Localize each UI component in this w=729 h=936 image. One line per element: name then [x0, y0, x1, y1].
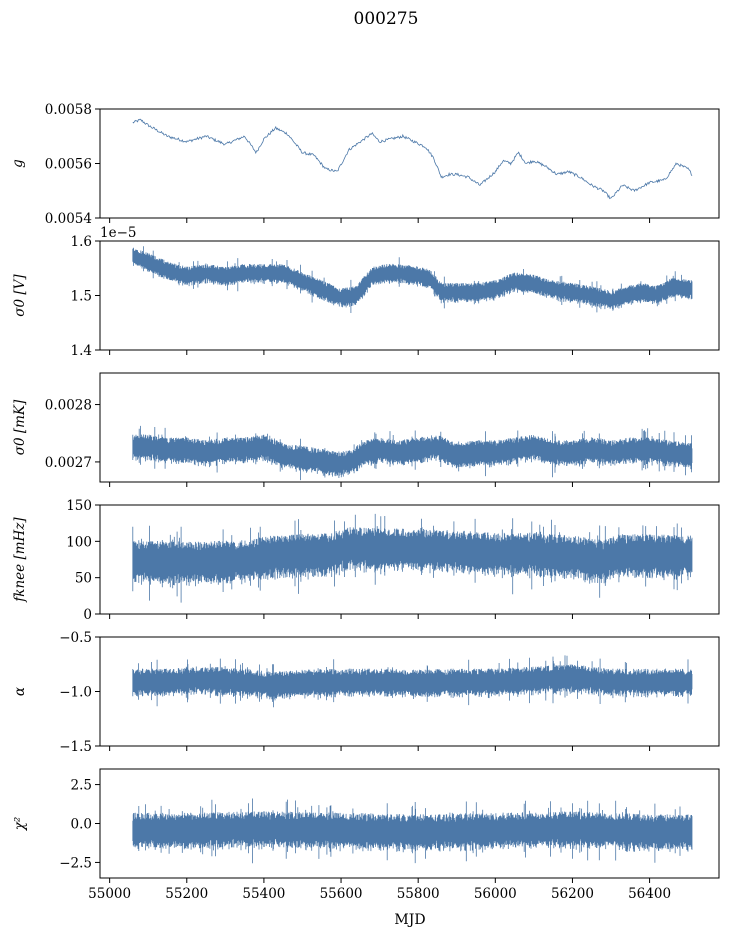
y-tick-label-chi2-0: −2.5	[59, 855, 92, 871]
x-tick-label-5: 56000	[474, 886, 517, 902]
axes-frame-g	[99, 108, 720, 219]
x-tick-label-6: 56200	[551, 886, 594, 902]
y-tick-label-chi2-1: 0.0	[71, 817, 92, 833]
panel-g: 0.0054 0.0056 0.0058 g	[10, 102, 720, 227]
y-axis-label-sigma0_mK: σ0 [mK]	[12, 399, 28, 455]
y-tick-label-fknee-2: 100	[66, 534, 92, 550]
y-axis-label-alpha: α	[12, 687, 28, 696]
panel-alpha: −1.5 −1.0 −0.5 α	[12, 630, 720, 755]
offset-text-sigma0_V: 1e−5	[100, 225, 136, 241]
series-band-chi2	[132, 798, 693, 864]
y-axis-label-sigma0_V: σ0 [V]	[12, 274, 28, 317]
series-band-sigma0_mK	[132, 425, 693, 481]
y-tick-label-g-0: 0.0054	[45, 211, 92, 227]
y-tick-label-alpha-1: −1.0	[59, 685, 92, 701]
y-tick-label-sigma0_mK-1: 0.0028	[45, 398, 92, 414]
x-tick-label-0: 55000	[88, 886, 131, 902]
y-tick-label-fknee-0: 0	[83, 607, 92, 623]
panel-chi2: −2.5 0.0 2.5 55000 55200 55400 55600 55800 56000…	[12, 768, 720, 902]
y-tick-label-fknee-1: 50	[75, 571, 92, 587]
y-tick-label-g-1: 0.0056	[45, 157, 92, 173]
series-band-alpha	[132, 655, 693, 708]
y-tick-label-fknee-3: 150	[66, 498, 92, 514]
y-tick-label-alpha-0: −1.5	[59, 739, 92, 755]
y-tick-label-g-2: 0.0058	[45, 102, 92, 118]
y-tick-label-sigma0_V-2: 1.6	[71, 234, 92, 250]
series-band-sigma0_V	[132, 246, 693, 313]
y-tick-label-sigma0_mK-0: 0.0027	[45, 455, 92, 471]
axes-frame-sigma0_mK	[99, 372, 720, 483]
x-tick-label-2: 55400	[242, 886, 285, 902]
x-tick-label-4: 55800	[397, 886, 440, 902]
y-axis-label-g: g	[10, 159, 26, 168]
series-line-g	[132, 118, 693, 200]
x-tick-label-3: 55600	[320, 886, 363, 902]
y-axis-label-fknee: fknee [mHz]	[12, 517, 28, 603]
y-tick-label-sigma0_V-1: 1.5	[71, 289, 92, 305]
axes-frame-fknee	[99, 504, 720, 615]
panel-fknee: 0 50 100 150 fknee [mHz]	[12, 498, 720, 623]
y-tick-label-alpha-2: −0.5	[59, 630, 92, 646]
x-axis-label: MJD	[394, 912, 425, 928]
panel-sigma0_V: 1.4 1.5 1.6 σ0 [V] 1e−5	[12, 225, 720, 359]
y-tick-label-chi2-2: 2.5	[71, 778, 92, 794]
y-axis-label-chi2: χ²	[12, 817, 28, 832]
series-band-fknee	[132, 513, 693, 603]
x-tick-label-7: 56400	[628, 886, 671, 902]
x-tick-label-1: 55200	[165, 886, 208, 902]
panel-sigma0_mK: 0.0027 0.0028 σ0 [mK]	[12, 372, 720, 487]
y-tick-label-sigma0_V-0: 1.4	[71, 343, 92, 359]
chart-title: 000275	[354, 9, 419, 29]
